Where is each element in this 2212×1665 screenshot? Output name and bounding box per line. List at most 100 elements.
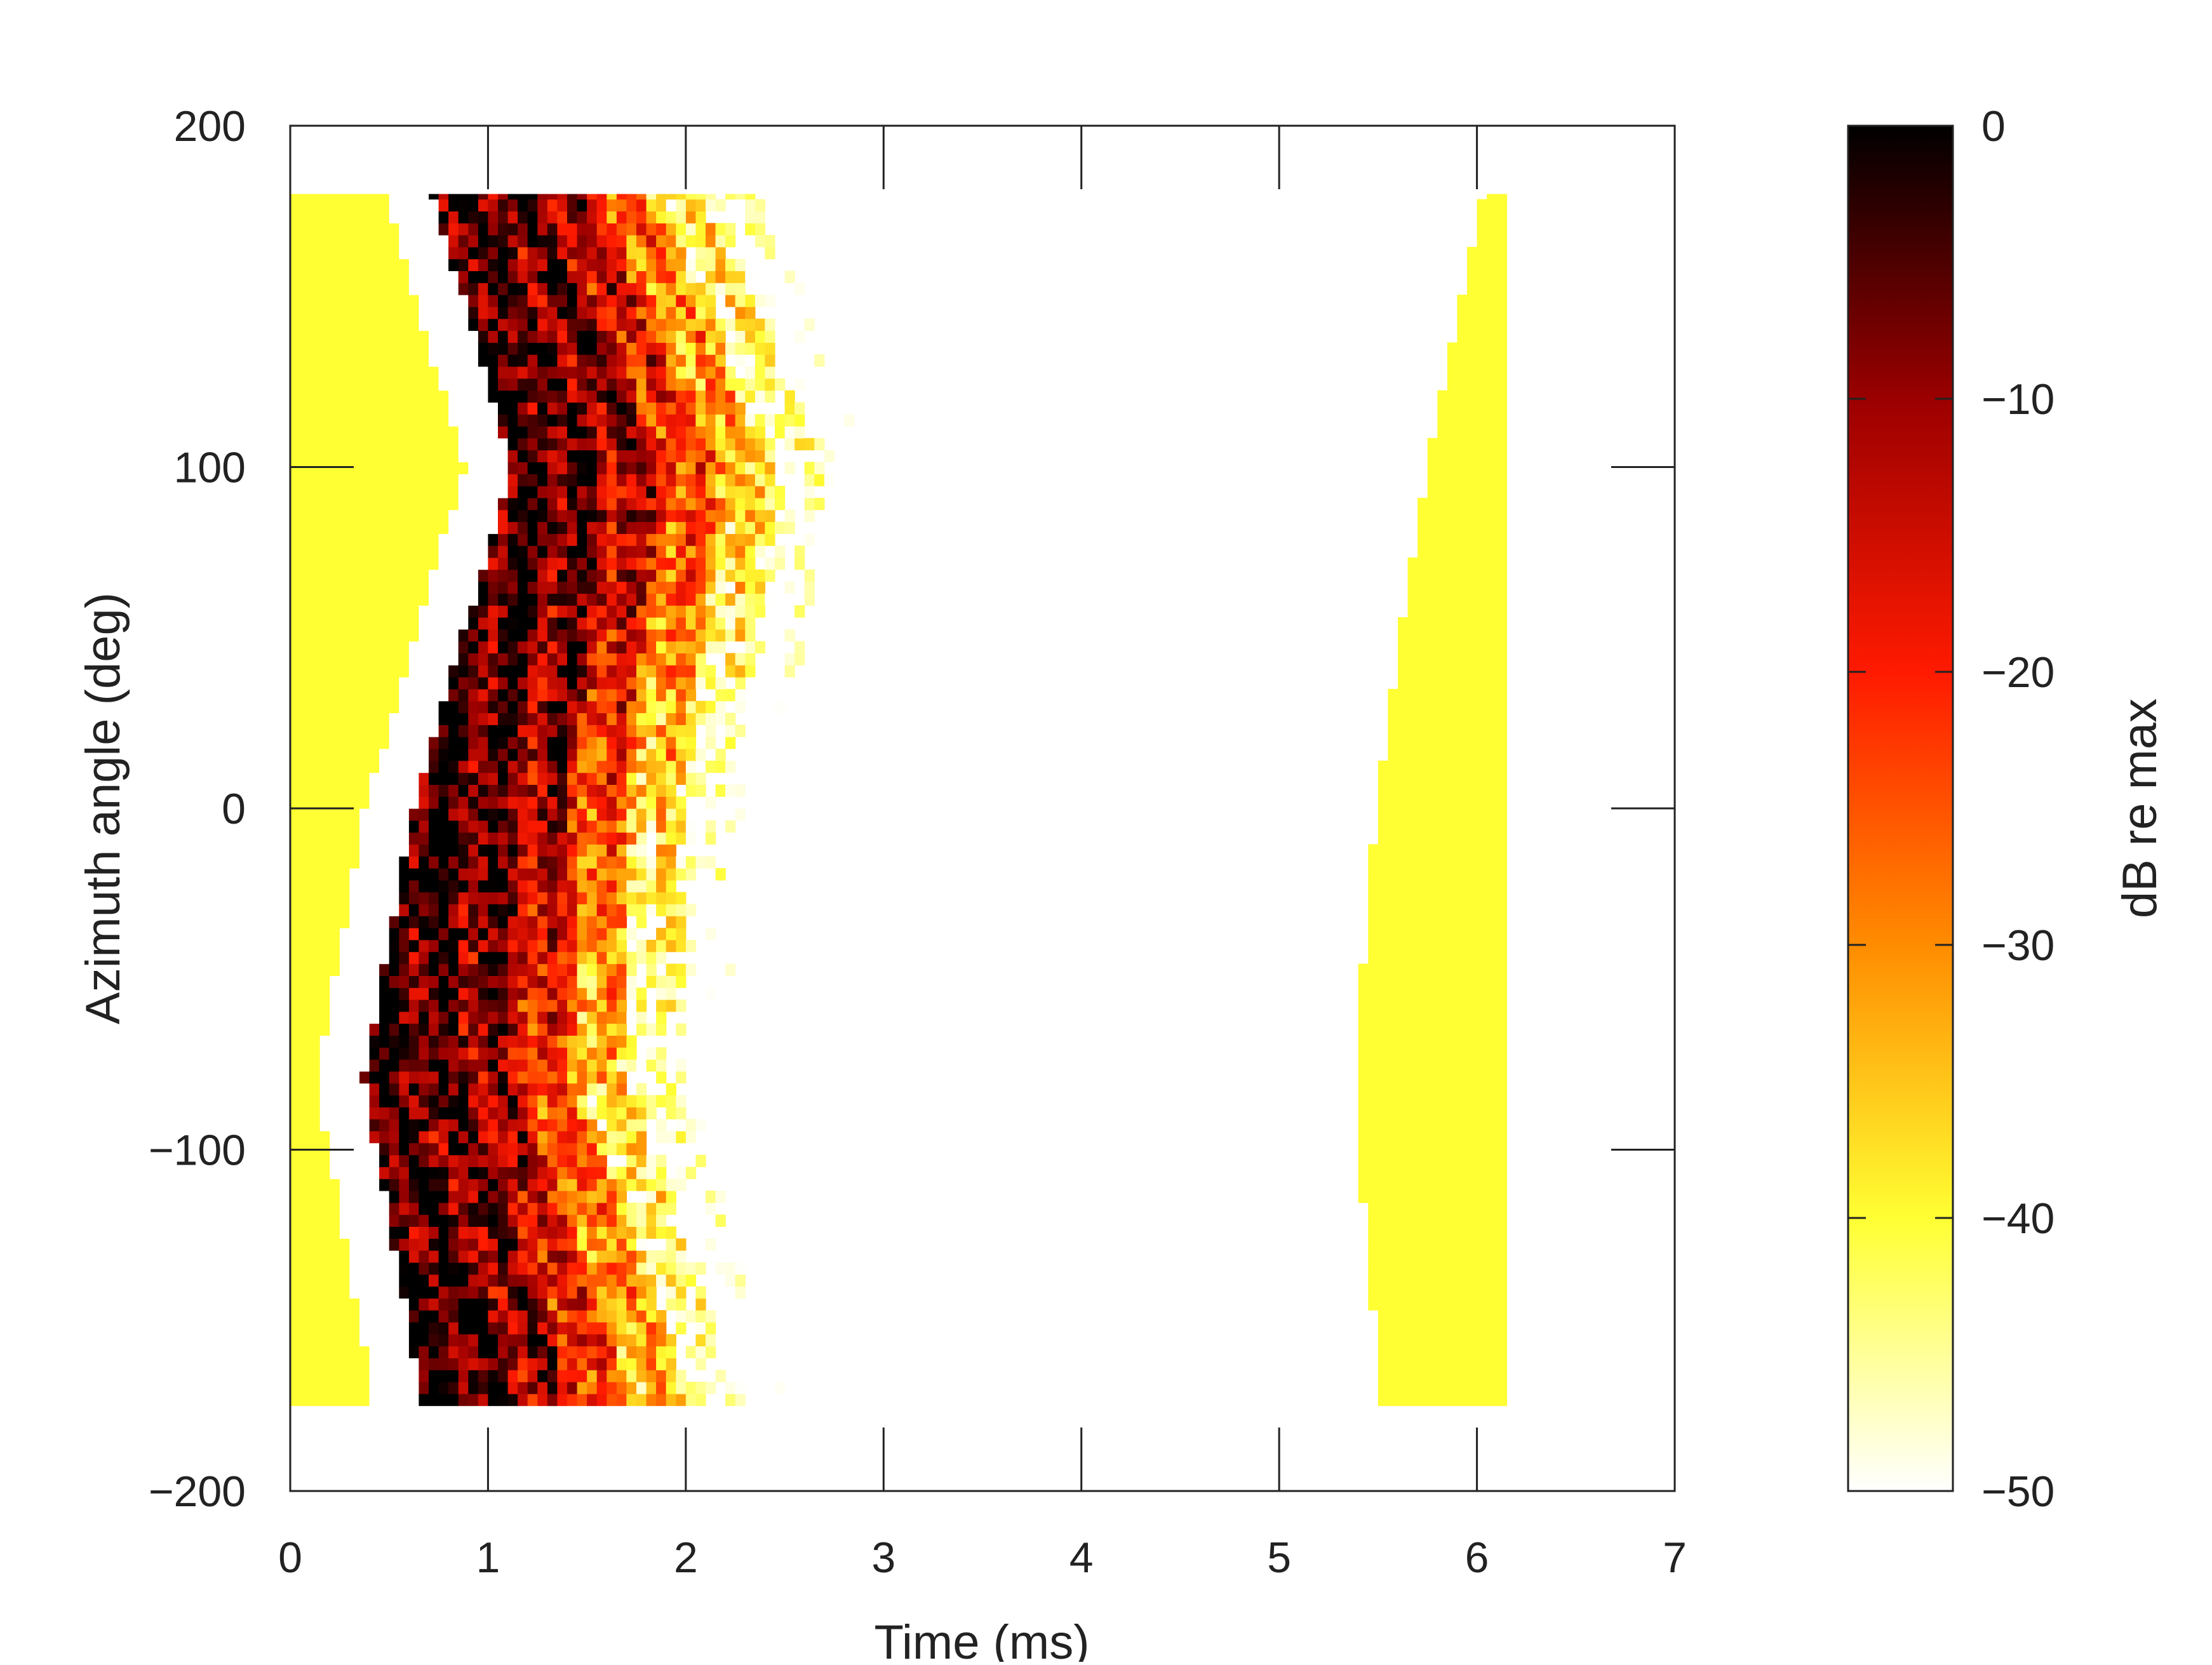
heatmap-cell (1418, 1011, 1428, 1024)
heatmap-cell (577, 1358, 587, 1370)
heatmap-cell (636, 1130, 647, 1144)
heatmap-cell (596, 1191, 607, 1203)
heatmap-cell (389, 1167, 399, 1179)
heatmap-cell (537, 462, 548, 474)
heatmap-cell (607, 1000, 617, 1012)
heatmap-cell (1358, 1083, 1369, 1096)
heatmap-cell (408, 450, 420, 462)
heatmap-cell (369, 557, 380, 570)
heatmap-cell (685, 904, 697, 916)
heatmap-cell (676, 1059, 687, 1072)
heatmap-cell (577, 617, 587, 630)
heatmap-cell (547, 1035, 558, 1048)
heatmap-cell (715, 402, 726, 415)
heatmap-cell (587, 939, 598, 953)
heatmap-cell (636, 1119, 647, 1132)
heatmap-cell (1407, 868, 1418, 881)
heatmap-cell (527, 1142, 538, 1156)
heatmap-cell (507, 593, 518, 606)
heatmap-cell (577, 808, 587, 821)
heatmap-cell (369, 784, 380, 797)
heatmap-cell (507, 462, 518, 474)
heatmap-cell (379, 844, 390, 857)
heatmap-cell (616, 497, 627, 511)
heatmap-cell (626, 1035, 637, 1048)
heatmap-cell (656, 677, 667, 690)
heatmap-cell (448, 426, 459, 439)
heatmap-cell (695, 1334, 706, 1347)
heatmap-cell (429, 246, 439, 260)
heatmap-cell (685, 557, 697, 570)
heatmap-cell (300, 1214, 311, 1227)
heatmap-cell (359, 1083, 370, 1096)
heatmap-cell (587, 557, 598, 570)
heatmap-cell (775, 486, 786, 498)
heatmap-cell (1398, 963, 1409, 976)
heatmap-cell (557, 390, 568, 403)
heatmap-cell (754, 414, 766, 427)
heatmap-cell (448, 1370, 459, 1382)
heatmap-cell (310, 987, 321, 1000)
heatmap-cell (527, 1382, 538, 1394)
heatmap-cell (399, 258, 410, 271)
heatmap-cell (1407, 617, 1418, 630)
heatmap-cell (349, 1238, 360, 1251)
heatmap-cell (359, 760, 370, 773)
heatmap-cell (507, 330, 518, 343)
heatmap-cell (567, 737, 578, 749)
heatmap-cell (587, 1298, 598, 1311)
heatmap-cell (725, 414, 736, 427)
heatmap-cell (616, 677, 627, 690)
heatmap-cell (488, 1321, 499, 1335)
heatmap-cell (745, 318, 756, 331)
heatmap-cell (290, 916, 301, 928)
heatmap-cell (695, 1393, 706, 1407)
heatmap-cell (706, 557, 716, 570)
heatmap-cell (339, 402, 351, 415)
heatmap-cell (300, 1238, 311, 1251)
heatmap-cell (547, 414, 558, 427)
heatmap-cell (596, 402, 607, 415)
heatmap-cell (1398, 1047, 1409, 1060)
heatmap-cell (804, 593, 815, 606)
heatmap-cell (567, 1262, 578, 1275)
heatmap-cell (804, 318, 815, 331)
heatmap-cell (676, 1179, 687, 1191)
heatmap-cell (478, 1071, 489, 1084)
heatmap-cell (577, 497, 587, 511)
heatmap-cell (458, 1095, 469, 1107)
heatmap-cell (419, 521, 429, 534)
heatmap-cell (399, 629, 410, 642)
heatmap-cell (1418, 1321, 1428, 1335)
heatmap-cell (656, 1226, 667, 1239)
heatmap-cell (616, 306, 627, 319)
heatmap-cell (448, 581, 459, 594)
heatmap-cell (369, 1000, 380, 1012)
heatmap-cell (408, 688, 420, 702)
heatmap-cell (369, 1274, 380, 1287)
heatmap-cell (359, 246, 370, 260)
heatmap-cell (458, 1047, 469, 1060)
heatmap-cell (557, 987, 568, 1000)
heatmap-cell (587, 342, 598, 355)
heatmap-cell (319, 617, 330, 630)
heatmap-cell (745, 569, 756, 582)
heatmap-cell (636, 1382, 647, 1394)
heatmap-cell (419, 688, 429, 702)
heatmap-cell (458, 593, 469, 606)
heatmap-cell (547, 975, 558, 988)
heatmap-cell (359, 1226, 370, 1239)
heatmap-cell (784, 426, 795, 439)
heatmap-cell (310, 593, 321, 606)
heatmap-cell (626, 390, 637, 403)
heatmap-cell (616, 1310, 627, 1323)
heatmap-cell (695, 1358, 706, 1370)
heatmap-cell (596, 366, 607, 379)
heatmap-cell (1437, 1023, 1448, 1036)
heatmap-cell (429, 677, 439, 690)
heatmap-cell (438, 1071, 449, 1084)
heatmap-cell (1368, 1095, 1379, 1107)
heatmap-cell (349, 1119, 360, 1132)
heatmap-cell (616, 1167, 627, 1179)
